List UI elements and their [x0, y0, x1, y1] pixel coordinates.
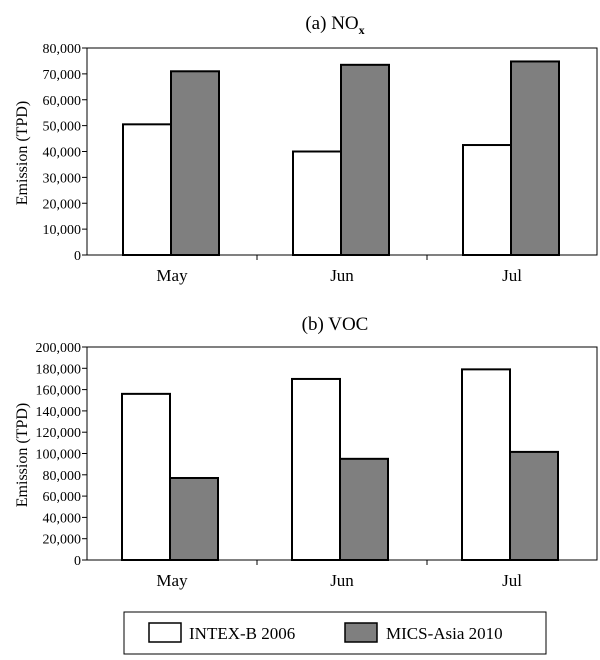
legend-swatch-intex — [148, 622, 182, 643]
y-tick-label: 60,000 — [43, 94, 82, 109]
x-tick-label: May — [156, 266, 188, 285]
bar-mics-asia-2010 — [340, 63, 390, 256]
bar-mics-asia-2010 — [339, 457, 389, 562]
y-tick-label: 140,000 — [36, 405, 82, 420]
y-tick-label: 200,000 — [36, 341, 82, 356]
legend-frame — [123, 611, 547, 655]
y-tick-label: 40,000 — [43, 146, 82, 161]
x-tick-label: Jun — [330, 571, 354, 590]
nox-chart-panel: (a) NOx Emission (TPD) 0 10,000 20,000 30,0… — [14, 13, 598, 285]
y-axis-label: Emission (TPD) — [14, 101, 31, 205]
y-tick-label: 60,000 — [43, 490, 82, 505]
bar-intex-b-2006 — [121, 392, 171, 561]
bar-intex-b-2006 — [461, 368, 511, 561]
legend-label-mics: MICS-Asia 2010 — [386, 624, 503, 643]
bar-intex-b-2006 — [122, 123, 172, 256]
bar-mics-asia-2010 — [169, 476, 219, 561]
y-tick-label: 0 — [74, 249, 81, 264]
bar-intex-b-2006 — [291, 377, 341, 562]
legend: INTEX-B 2006 MICS-Asia 2010 — [123, 611, 547, 655]
y-tick-label: 100,000 — [36, 448, 82, 463]
bar-mics-asia-2010 — [509, 450, 559, 561]
x-tick-label: May — [156, 571, 188, 590]
y-tick-label: 40,000 — [43, 511, 82, 526]
y-tick-label: 80,000 — [43, 42, 82, 57]
x-tick-label: Jul — [502, 571, 522, 590]
legend-item-intex: INTEX-B 2006 — [148, 622, 295, 643]
x-tick-label: Jul — [502, 266, 522, 285]
bar-mics-asia-2010 — [510, 60, 560, 256]
chart-title: (b) VOC — [302, 314, 369, 335]
legend-item-mics: MICS-Asia 2010 — [344, 622, 503, 643]
x-tick-label: Jun — [330, 266, 354, 285]
y-tick-label: 160,000 — [36, 384, 82, 399]
y-tick-label: 20,000 — [43, 197, 82, 212]
y-tick-label: 20,000 — [43, 533, 82, 548]
voc-chart-panel: (b) VOC Emission (TPD) 0 20,000 40,000 60,0… — [14, 314, 598, 590]
y-tick-label: 50,000 — [43, 120, 82, 135]
legend-label-intex: INTEX-B 2006 — [189, 624, 295, 643]
chart-title: (a) NOx — [305, 13, 364, 37]
y-tick-label: 30,000 — [43, 171, 82, 186]
bar-intex-b-2006 — [462, 144, 512, 256]
bar-mics-asia-2010 — [170, 70, 220, 256]
bar-intex-b-2006 — [292, 150, 342, 256]
y-tick-label: 120,000 — [36, 426, 82, 441]
y-tick-label: 70,000 — [43, 68, 82, 83]
legend-swatch-mics — [344, 622, 378, 643]
y-tick-label: 10,000 — [43, 223, 82, 238]
y-tick-label: 180,000 — [36, 362, 82, 377]
y-tick-label: 80,000 — [43, 469, 82, 484]
y-tick-label: 0 — [74, 554, 81, 569]
y-axis-label: Emission (TPD) — [14, 403, 31, 507]
